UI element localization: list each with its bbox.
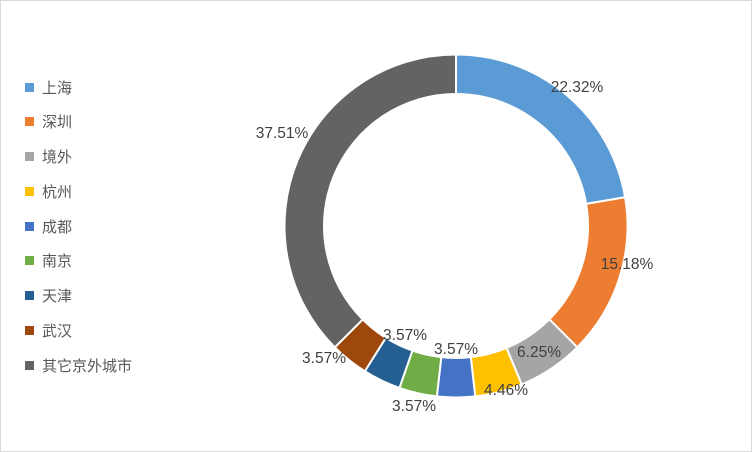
legend-label: 杭州 — [42, 183, 73, 201]
legend-item[interactable]: 其它京外城市 — [25, 355, 132, 375]
legend-swatch — [25, 186, 34, 196]
legend-item[interactable]: 深圳 — [25, 112, 132, 132]
legend-swatch — [25, 117, 34, 127]
legend-label: 上海 — [42, 79, 73, 97]
legend-label: 境外 — [42, 149, 73, 167]
legend-label: 武汉 — [42, 323, 73, 341]
pie-slice[interactable] — [435, 356, 477, 399]
legend-item[interactable]: 杭州 — [25, 181, 132, 201]
pie-slice[interactable] — [283, 53, 457, 349]
legend-item[interactable]: 成都 — [25, 216, 132, 236]
legend-swatch — [25, 291, 34, 301]
legend-swatch — [25, 82, 34, 92]
pie-slice[interactable] — [547, 196, 629, 349]
legend-label: 深圳 — [42, 114, 73, 132]
legend-item[interactable]: 境外 — [25, 147, 132, 167]
legend-item[interactable]: 武汉 — [25, 321, 132, 341]
legend-swatch — [25, 360, 34, 370]
legend-label: 成都 — [42, 218, 73, 236]
chart-legend: 上海深圳境外杭州成都南京天津武汉其它京外城市 — [25, 77, 132, 375]
legend-label: 其它京外城市 — [42, 357, 133, 375]
pie-slice[interactable] — [455, 53, 627, 206]
legend-swatch — [25, 326, 34, 336]
legend-item[interactable]: 天津 — [25, 286, 132, 306]
legend-item[interactable]: 南京 — [25, 251, 132, 271]
legend-swatch — [25, 152, 34, 162]
legend-swatch — [25, 256, 34, 266]
legend-item[interactable]: 上海 — [25, 77, 132, 97]
legend-swatch — [25, 221, 34, 231]
legend-label: 天津 — [42, 288, 73, 306]
legend-label: 南京 — [42, 253, 73, 271]
